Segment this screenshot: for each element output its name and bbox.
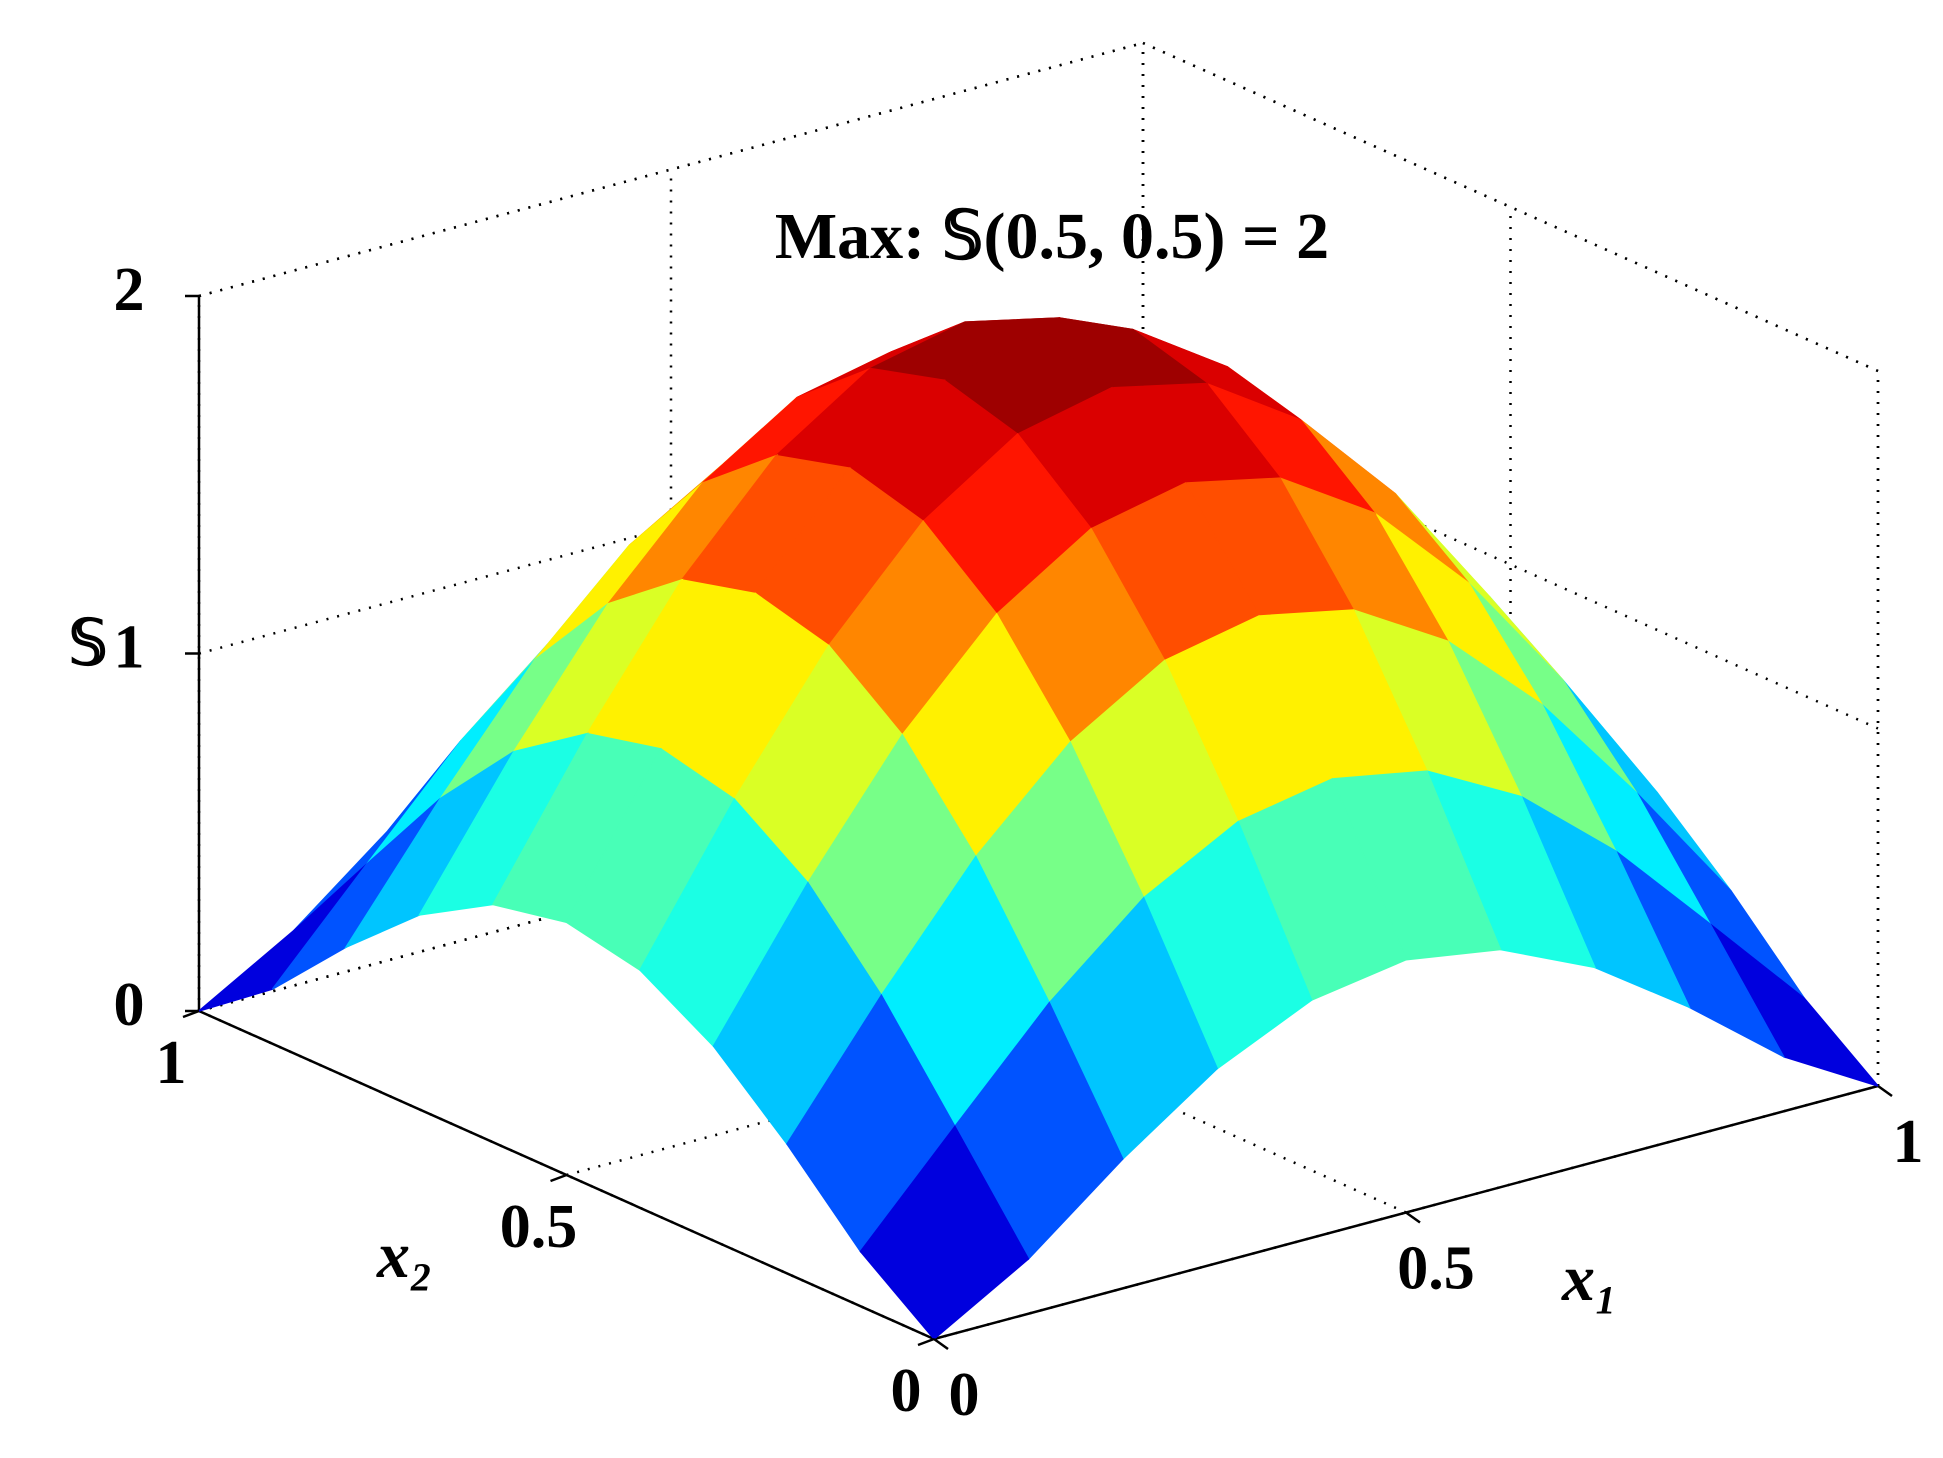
annotation: Max: 𝕊(0.5, 0.5) = 2: [775, 200, 1329, 273]
y-tick-label: 0: [891, 1357, 922, 1425]
tick-mark: [1405, 1211, 1421, 1224]
y-tick-label: 0.5: [500, 1193, 578, 1261]
z-tick-label: 0: [114, 971, 145, 1039]
surface-facet: [859, 1125, 1030, 1341]
grid-line: [198, 41, 1144, 298]
tick-mark: [182, 1009, 200, 1019]
tick-mark: [1877, 1084, 1893, 1098]
y-axis-label: x₂: [376, 1219, 433, 1292]
z-axis-label: 𝕊: [68, 610, 107, 678]
z-tick-label: 2: [114, 256, 145, 324]
x-tick-label: 0: [949, 1361, 980, 1429]
surface: [198, 317, 1881, 1341]
x-tick-label: 1: [1893, 1108, 1924, 1176]
z-tick-label: 1: [114, 614, 145, 682]
y-tick-label: 1: [156, 1029, 187, 1097]
tick-mark: [550, 1173, 567, 1183]
tick-mark: [917, 1337, 935, 1347]
tick-mark: [933, 1337, 949, 1351]
x-tick-label: 0.5: [1397, 1235, 1475, 1303]
x-axis-label: x₁: [1561, 1242, 1618, 1315]
